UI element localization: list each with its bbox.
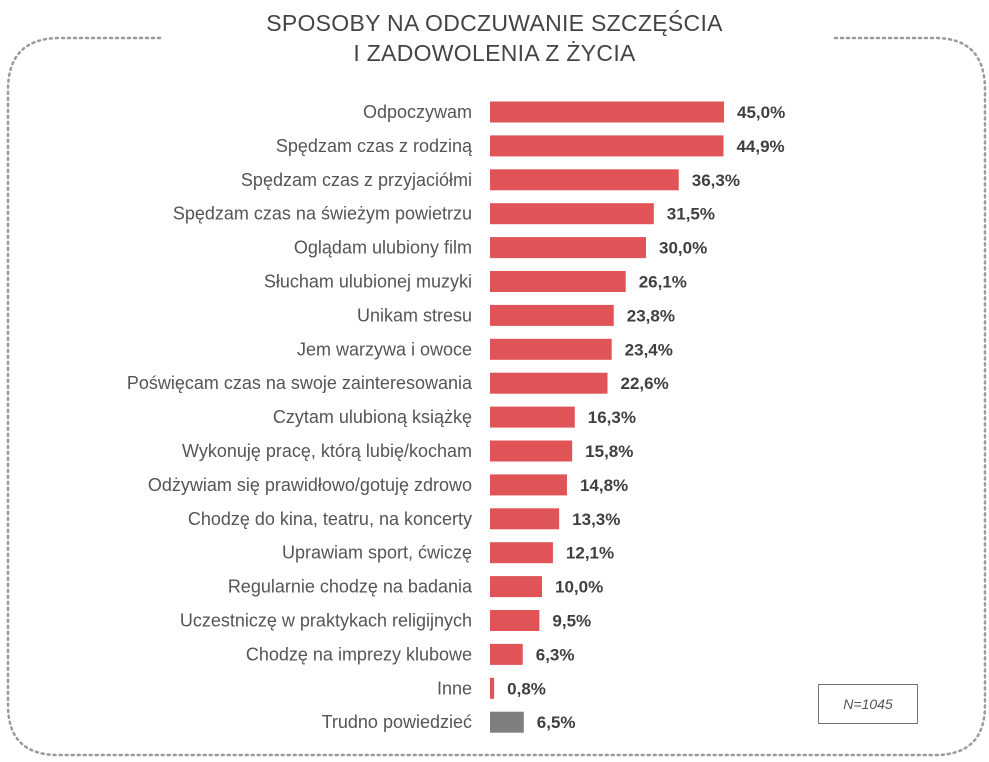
value-label: 26,1% — [639, 273, 687, 292]
value-label: 44,9% — [736, 137, 784, 156]
category-label: Czytam ulubioną książkę — [273, 407, 472, 427]
category-label: Chodzę na imprezy klubowe — [246, 644, 472, 664]
value-label: 0,8% — [507, 679, 546, 698]
category-label: Spędzam czas z rodziną — [276, 136, 473, 156]
bar — [490, 474, 567, 496]
bar — [490, 440, 573, 462]
category-label: Uprawiam sport, ćwiczę — [282, 543, 472, 563]
value-label: 23,4% — [625, 340, 673, 359]
bar — [490, 643, 523, 665]
category-label: Spędzam czas na świeżym powietrzu — [173, 204, 472, 224]
value-label: 30,0% — [659, 239, 707, 258]
value-label: 6,5% — [537, 713, 576, 732]
bar — [490, 508, 560, 530]
value-label: 22,6% — [621, 374, 669, 393]
value-label: 12,1% — [566, 544, 614, 563]
value-label: 14,8% — [580, 476, 628, 495]
chart-title: SPOSOBY NA ODCZUWANIE SZCZĘŚCIA I ZADOWO… — [0, 8, 989, 68]
category-label: Odżywiam się prawidłowo/gotuję zdrowo — [148, 475, 472, 495]
value-label: 9,5% — [552, 612, 591, 631]
bar — [490, 101, 724, 123]
bar — [490, 610, 540, 631]
value-label: 6,3% — [536, 645, 575, 664]
category-label: Inne — [437, 678, 472, 698]
category-label: Regularnie chodzę na badania — [228, 577, 473, 597]
bar — [490, 576, 542, 598]
bar — [490, 271, 626, 292]
value-label: 13,3% — [572, 510, 620, 529]
bar — [490, 304, 614, 326]
category-label: Chodzę do kina, teatru, na koncerty — [188, 509, 472, 529]
frame-border — [6, 36, 987, 757]
value-label: 15,8% — [585, 442, 633, 461]
category-label: Unikam stresu — [357, 305, 472, 325]
category-label: Oglądam ulubiony film — [294, 238, 472, 258]
category-label: Spędzam czas z przyjaciółmi — [241, 170, 472, 190]
bar — [490, 677, 495, 699]
value-label: 36,3% — [692, 171, 740, 190]
bar — [490, 135, 724, 157]
bar — [490, 711, 524, 733]
chart-title-line-2: I ZADOWOLENIA Z ŻYCIA — [353, 40, 636, 66]
bar — [490, 338, 612, 360]
bar — [490, 169, 679, 191]
category-label: Poświęcam czas na swoje zainteresowania — [127, 373, 473, 393]
value-label: 23,8% — [627, 306, 675, 325]
bar — [490, 372, 608, 394]
bar — [490, 237, 646, 259]
category-label: Wykonuję pracę, którą lubię/kocham — [182, 441, 472, 461]
value-label: 45,0% — [737, 103, 785, 122]
bar — [490, 406, 575, 428]
category-label: Słucham ulubionej muzyki — [264, 272, 472, 292]
bar — [490, 203, 654, 225]
value-label: 10,0% — [555, 578, 603, 597]
category-label: Odpoczywam — [363, 102, 472, 122]
chart-title-line-1: SPOSOBY NA ODCZUWANIE SZCZĘŚCIA — [266, 10, 723, 36]
category-label: Trudno powiedzieć — [322, 712, 472, 732]
category-label: Jem warzywa i owoce — [297, 339, 472, 359]
value-label: 31,5% — [667, 205, 715, 224]
sample-size-note: N=1045 — [818, 684, 918, 724]
category-label: Uczestniczę w praktykach religijnych — [180, 611, 472, 631]
value-label: 16,3% — [588, 408, 636, 427]
bar — [490, 542, 553, 564]
